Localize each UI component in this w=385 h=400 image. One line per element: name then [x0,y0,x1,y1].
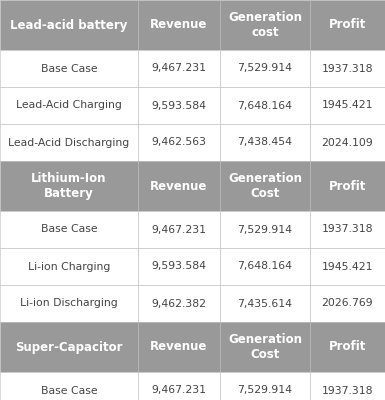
Bar [220,0,310,50]
Bar [138,372,220,400]
Bar [0,211,138,248]
Bar [310,285,385,322]
Text: Revenue: Revenue [150,180,208,192]
Bar [0,372,138,400]
Bar [138,322,220,372]
Text: 7,529.914: 7,529.914 [238,386,293,396]
Text: Li-ion Discharging: Li-ion Discharging [20,298,118,308]
Bar [310,211,385,248]
Bar [0,87,138,124]
Text: 2024.109: 2024.109 [321,138,373,148]
Text: Base Case: Base Case [41,64,97,74]
Bar [220,211,310,248]
Text: Generation
cost: Generation cost [228,11,302,39]
Text: 9,593.584: 9,593.584 [152,100,206,110]
Text: 9,467.231: 9,467.231 [152,386,206,396]
Bar [220,322,310,372]
Text: 7,435.614: 7,435.614 [238,298,293,308]
Text: 9,462.382: 9,462.382 [152,298,206,308]
Bar [310,372,385,400]
Text: Profit: Profit [329,18,366,32]
Text: 1945.421: 1945.421 [322,100,373,110]
Text: 2026.769: 2026.769 [322,298,373,308]
Bar [0,322,138,372]
Bar [138,248,220,285]
Bar [138,211,220,248]
Bar [0,50,138,87]
Text: 1937.318: 1937.318 [322,386,373,396]
Bar [220,50,310,87]
Text: Super-Capacitor: Super-Capacitor [15,340,123,354]
Text: Profit: Profit [329,340,366,354]
Text: 7,438.454: 7,438.454 [238,138,293,148]
Text: Lead-acid battery: Lead-acid battery [10,18,128,32]
Bar [220,161,310,211]
Bar [310,87,385,124]
Text: 9,467.231: 9,467.231 [152,224,206,234]
Bar [0,124,138,161]
Text: 9,593.584: 9,593.584 [152,262,206,272]
Text: Generation
Cost: Generation Cost [228,172,302,200]
Text: 1937.318: 1937.318 [322,224,373,234]
Text: Lead-Acid Discharging: Lead-Acid Discharging [8,138,130,148]
Bar [138,285,220,322]
Text: 7,648.164: 7,648.164 [238,262,293,272]
Text: 1945.421: 1945.421 [322,262,373,272]
Text: Base Case: Base Case [41,386,97,396]
Text: Profit: Profit [329,180,366,192]
Bar [220,248,310,285]
Bar [220,285,310,322]
Bar [310,50,385,87]
Bar [220,372,310,400]
Bar [310,161,385,211]
Text: Generation
Cost: Generation Cost [228,333,302,361]
Bar [310,124,385,161]
Bar [138,87,220,124]
Text: 7,648.164: 7,648.164 [238,100,293,110]
Bar [0,0,138,50]
Text: 7,529.914: 7,529.914 [238,224,293,234]
Bar [310,322,385,372]
Text: Lithium-Ion
Battery: Lithium-Ion Battery [31,172,107,200]
Text: Revenue: Revenue [150,18,208,32]
Bar [310,248,385,285]
Text: Lead-Acid Charging: Lead-Acid Charging [16,100,122,110]
Text: 7,529.914: 7,529.914 [238,64,293,74]
Text: Li-ion Charging: Li-ion Charging [28,262,110,272]
Bar [0,248,138,285]
Text: Base Case: Base Case [41,224,97,234]
Bar [0,161,138,211]
Bar [220,87,310,124]
Text: 1937.318: 1937.318 [322,64,373,74]
Bar [138,124,220,161]
Bar [220,124,310,161]
Text: Revenue: Revenue [150,340,208,354]
Bar [310,0,385,50]
Text: 9,467.231: 9,467.231 [152,64,206,74]
Bar [138,50,220,87]
Bar [138,161,220,211]
Text: 9,462.563: 9,462.563 [152,138,206,148]
Bar [0,285,138,322]
Bar [138,0,220,50]
